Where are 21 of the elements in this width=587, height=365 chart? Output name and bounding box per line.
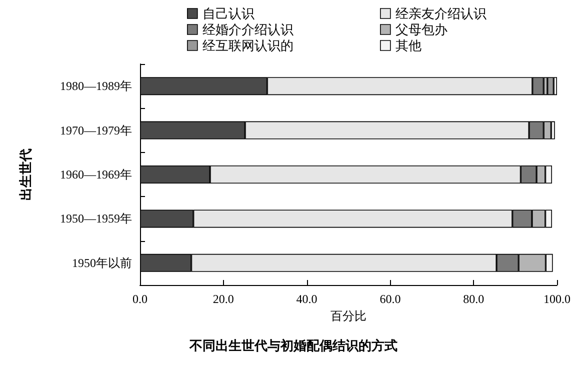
- bar: [547, 77, 554, 96]
- x-axis-title: 百分比: [330, 308, 366, 323]
- text: 不同出生世代与初婚配偶结识的方式: [188, 338, 398, 353]
- x-tick-label: 80.0: [463, 292, 484, 306]
- y-axis-title: 出生世代: [18, 148, 33, 200]
- x-tick-label: 60.0: [380, 292, 401, 306]
- x-tick-label: 20.0: [212, 292, 234, 306]
- legend-label: 其他: [395, 38, 422, 53]
- legend-label: 经亲友介绍认识: [395, 6, 486, 21]
- x-tick-label: 0.0: [132, 292, 148, 306]
- x-tick-label: 100.0: [544, 292, 570, 306]
- x-tick-label: 40.0: [296, 292, 318, 306]
- y-tick-label: 1960—1969年: [60, 168, 132, 182]
- y-tick-label: 1980—1989年: [60, 79, 132, 94]
- y-tick-label: 1950—1959年: [60, 212, 132, 226]
- legend-label: 父母包办: [395, 22, 448, 37]
- legend-label: 经婚介介绍认识: [202, 22, 294, 37]
- y-tick-label: 1950年以前: [72, 256, 132, 270]
- y-tick-label: 1970—1979年: [60, 123, 132, 138]
- legend-label: 自己认识: [202, 6, 254, 21]
- legend-label: 经互联网认识的: [202, 38, 294, 53]
